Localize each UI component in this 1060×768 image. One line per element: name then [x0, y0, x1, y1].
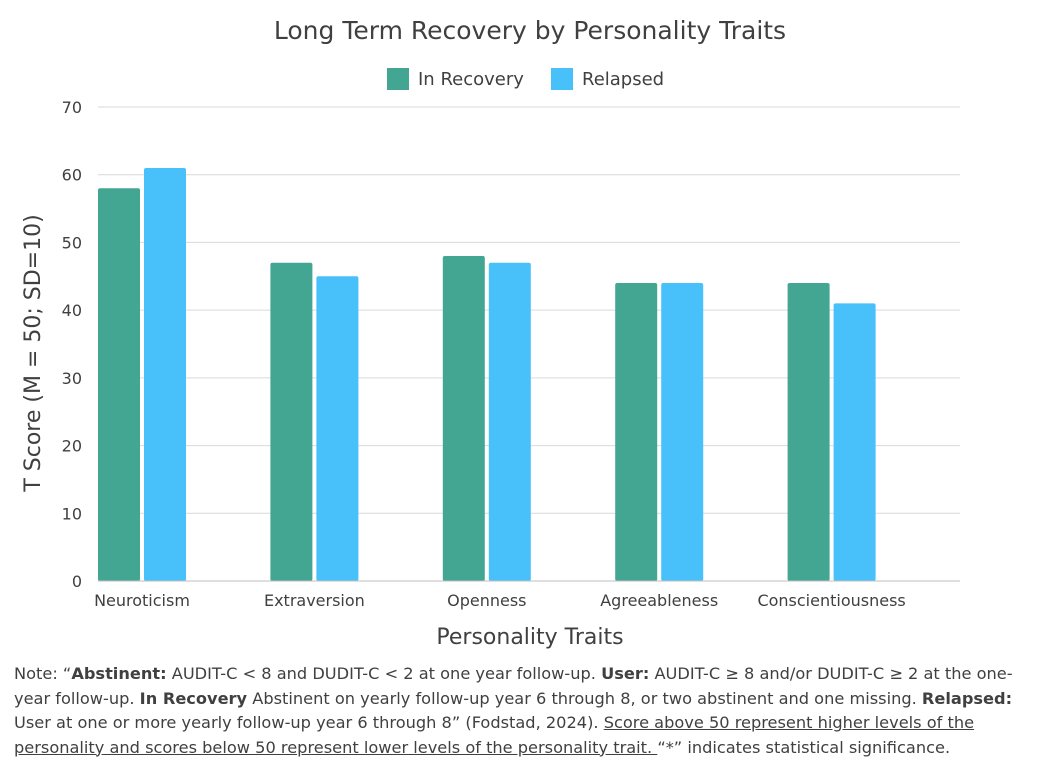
y-tick-label: 10 — [62, 504, 82, 523]
bar-relapsed-extraversion — [316, 276, 359, 581]
note-relapsed-label: Relapsed: — [921, 688, 1013, 708]
bar-chart: Long Term Recovery by Personality Traits… — [21, 16, 960, 650]
bar-in-recovery-conscientiousness — [787, 283, 830, 581]
chart-title: Long Term Recovery by Personality Traits — [274, 16, 786, 45]
legend-swatch — [387, 68, 409, 90]
y-tick-label: 60 — [62, 166, 82, 185]
note-suffix: “*” indicates statistical significance. — [657, 737, 951, 757]
note-recovery-text: Abstinent on yearly follow-up year 6 thr… — [247, 688, 922, 708]
legend-label: In Recovery — [418, 69, 524, 90]
legend: In Recovery Relapsed — [387, 68, 664, 90]
y-tick-label: 30 — [62, 369, 82, 388]
y-tick-label: 70 — [62, 98, 82, 117]
chart-note: Note: “Abstinent: AUDIT-C < 8 and DUDIT-… — [14, 662, 1044, 760]
legend-swatch — [551, 68, 573, 90]
x-tick-label: Agreeableness — [600, 591, 718, 610]
y-tick-label: 0 — [72, 572, 82, 591]
x-tick-label: Extraversion — [264, 591, 365, 610]
bars — [98, 167, 876, 581]
y-tick-label: 20 — [62, 437, 82, 456]
note-user-text: AUDIT-C ≥ 8 and/or DUDIT-C ≥ 2 at the on… — [14, 664, 1013, 708]
bar-relapsed-neuroticism — [144, 167, 186, 581]
bar-relapsed-agreeableness — [661, 283, 704, 581]
bar-in-recovery-openness — [442, 255, 485, 581]
bar-in-recovery-extraversion — [270, 262, 313, 581]
x-tick-label: Neuroticism — [94, 591, 190, 610]
bar-in-recovery-neuroticism — [98, 188, 140, 581]
note-underlined-text: Score above 50 represent higher levels o… — [14, 713, 975, 757]
x-axis-title: Personality Traits — [436, 625, 623, 650]
bar-relapsed-openness — [488, 262, 531, 581]
note-user-label: User: — [601, 664, 650, 683]
y-tick-label: 50 — [62, 233, 82, 252]
note-recovery-label: In Recovery — [139, 688, 248, 708]
bar-in-recovery-agreeableness — [615, 283, 658, 581]
legend-label: Relapsed — [582, 69, 664, 90]
y-axis-ticks: 0 10 20 30 40 50 60 70 — [62, 98, 82, 591]
y-tick-label: 40 — [62, 301, 82, 320]
x-tick-label: Openness — [447, 591, 526, 610]
x-axis-ticks: Neuroticism Extraversion Openness Agreeable… — [94, 591, 906, 610]
note-abstinent-label: Abstinent: — [71, 664, 167, 683]
note-prefix: Note: “ — [14, 664, 72, 683]
x-tick-label: Conscientiousness — [757, 591, 905, 610]
y-axis-title: T Score (M = 50; SD=10) — [21, 214, 46, 492]
bar-relapsed-conscientiousness — [833, 303, 876, 581]
note-abstinent-text: AUDIT-C < 8 and DUDIT-C < 2 at one year … — [166, 664, 602, 683]
note-relapsed-text: User at one or more yearly follow-up yea… — [14, 713, 604, 732]
